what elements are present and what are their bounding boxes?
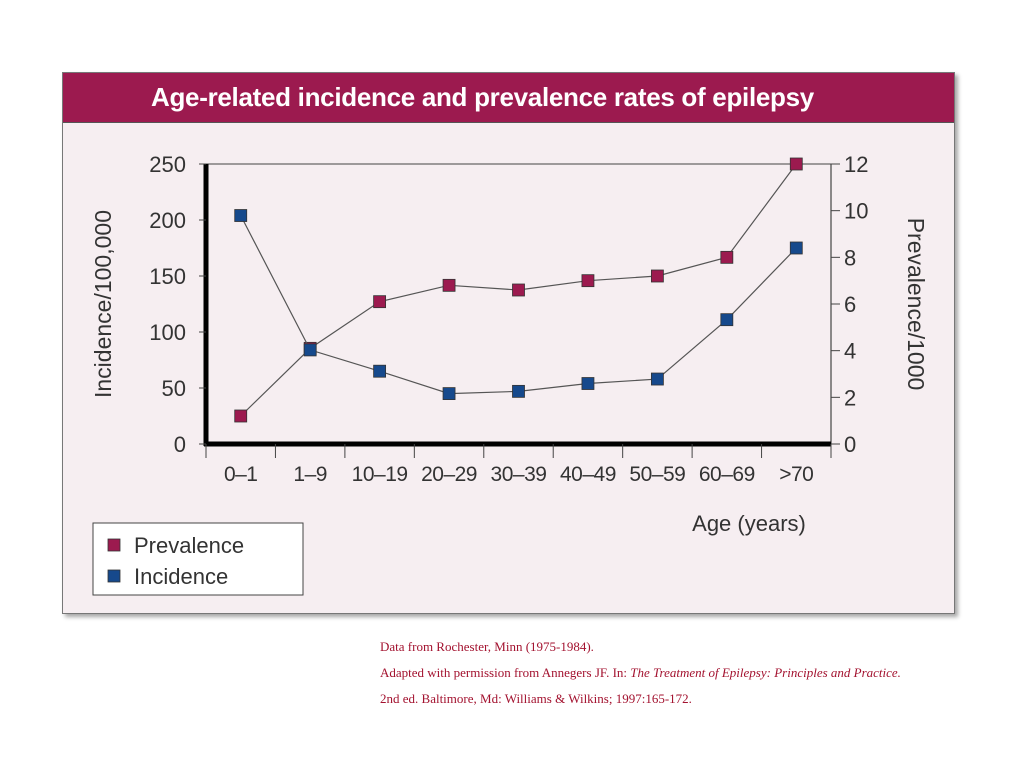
right-tick-label: 10 xyxy=(844,199,868,224)
x-tick-label: 40–49 xyxy=(560,463,616,486)
chart-title: Age-related incidence and prevalence rat… xyxy=(151,82,814,112)
prevalence-point xyxy=(234,409,248,423)
citation-line-1: Data from Rochester, Minn (1975-1984). xyxy=(380,639,594,654)
incidence-point xyxy=(512,384,525,398)
prevalence-point xyxy=(720,250,734,264)
left-tick-label: 200 xyxy=(149,208,186,233)
prevalence-point xyxy=(373,295,387,309)
x-tick-label: 0–1 xyxy=(224,463,258,486)
x-tick-label: 20–29 xyxy=(421,463,477,486)
right-tick-label: 2 xyxy=(844,385,856,410)
right-tick-label: 8 xyxy=(844,245,856,270)
prevalence-point xyxy=(581,274,595,288)
x-tick-label: 50–59 xyxy=(629,463,685,486)
legend-label-incidence: Incidence xyxy=(134,564,228,589)
legend-swatch-incidence xyxy=(107,569,121,583)
incidence-point xyxy=(234,209,248,222)
left-tick-label: 50 xyxy=(162,376,186,401)
citation-book-title: The Treatment of Epilepsy: Principles an… xyxy=(630,665,901,680)
right-tick-label: 6 xyxy=(844,292,856,317)
prevalence-point xyxy=(442,278,456,292)
incidence-point xyxy=(442,387,456,401)
chart-title-bar: Age-related incidence and prevalence rat… xyxy=(63,73,954,123)
citation-line-3: 2nd ed. Baltimore, Md: Williams & Wilkin… xyxy=(380,691,692,706)
x-axis-title: Age (years) xyxy=(692,511,806,536)
y-axis-right-title: Prevalence/1000 xyxy=(903,218,929,391)
x-tick-label: 60–69 xyxy=(699,463,755,486)
prevalence-point xyxy=(789,157,803,171)
incidence-point xyxy=(581,377,595,390)
incidence-point xyxy=(373,364,387,378)
legend-swatch-prevalence xyxy=(107,538,121,552)
legend-label-prevalence: Prevalence xyxy=(134,533,244,558)
right-tick-label: 4 xyxy=(844,339,856,364)
legend-box xyxy=(92,522,304,596)
citation-line-2: Adapted with permission from Annegers JF… xyxy=(380,660,901,686)
x-tick-label: 30–39 xyxy=(491,463,547,486)
incidence-point xyxy=(720,313,734,327)
left-tick-label: 0 xyxy=(174,432,186,457)
incidence-point xyxy=(650,372,664,386)
citation: Data from Rochester, Minn (1975-1984). A… xyxy=(380,634,901,712)
prevalence-point xyxy=(650,269,664,283)
y-axis-left-title: Incidence/100,000 xyxy=(90,210,116,398)
left-tick-label: 250 xyxy=(149,152,186,177)
x-tick-label: 10–19 xyxy=(352,463,408,486)
left-tick-label: 150 xyxy=(149,264,186,289)
right-tick-label: 0 xyxy=(844,432,856,457)
x-tick-label: 1–9 xyxy=(293,463,327,486)
incidence-series-line xyxy=(240,215,797,395)
chart-panel: Age-related incidence and prevalence rat… xyxy=(62,72,955,614)
incidence-point xyxy=(789,241,803,255)
left-tick-label: 100 xyxy=(149,320,186,345)
incidence-point xyxy=(303,343,317,357)
right-tick-label: 12 xyxy=(844,152,868,177)
citation-line-2-prefix: Adapted with permission from Annegers JF… xyxy=(380,665,631,680)
prevalence-point xyxy=(512,283,525,297)
chart-svg: 0 50 100 150 200 250 0 2 4 6 8 10 12 0–1 1–9 10–19 20–29… xyxy=(90,152,929,596)
x-tick-label: >70 xyxy=(779,463,813,486)
